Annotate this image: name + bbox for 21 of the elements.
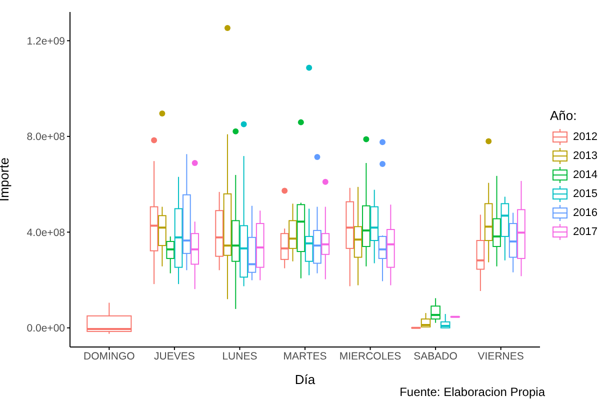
- y-tick-label: 4.0e+08: [26, 226, 66, 239]
- y-tick-label: 8.0e+08: [26, 131, 66, 144]
- y-tick-label: 1.2e+09: [26, 35, 66, 48]
- x-tick-label: LUNES: [222, 350, 258, 362]
- source-note: Fuente: Elaboracion Propia: [400, 385, 545, 399]
- y-axis-title: Importe: [0, 157, 12, 202]
- x-tick-label: VIERNES: [478, 350, 524, 362]
- x-tick-label: JUEVES: [154, 350, 195, 362]
- legend-label: 2012: [573, 130, 598, 142]
- x-tick-label: MARTES: [283, 350, 327, 362]
- legend-label: 2017: [573, 226, 598, 238]
- y-tick-label: 0.0e+00: [26, 322, 66, 335]
- x-axis-title: Día: [294, 372, 316, 387]
- legend-label: 2015: [573, 188, 598, 200]
- legend-label: 2014: [573, 168, 598, 180]
- legend-label: 2016: [573, 206, 598, 218]
- legend-title: Año:: [550, 108, 578, 123]
- x-tick-label: DOMINGO: [83, 350, 135, 362]
- x-tick-label: SABADO: [414, 350, 458, 362]
- x-tick-label: MIERCOLES: [339, 350, 402, 362]
- legend-label: 2013: [573, 150, 598, 162]
